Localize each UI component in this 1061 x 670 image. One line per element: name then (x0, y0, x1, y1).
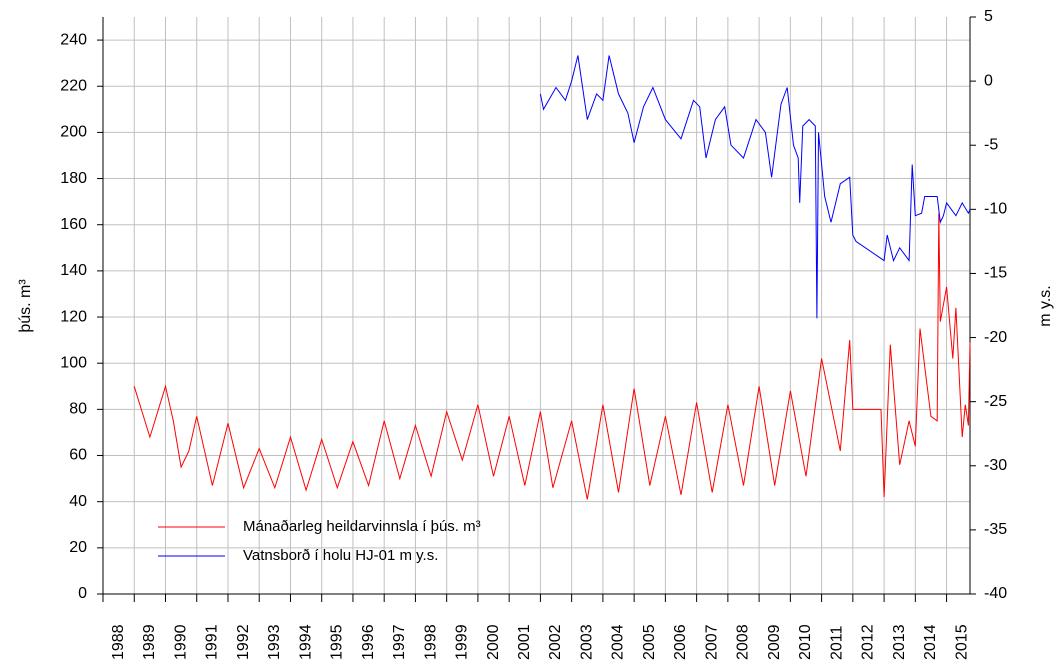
y-tick-label: 60 (69, 447, 87, 464)
x-tick-label: 1990 (172, 624, 189, 660)
x-tick-label: 2001 (516, 624, 533, 660)
x-tick-label: 1998 (422, 624, 439, 660)
x-tick-label: 2007 (703, 624, 720, 660)
x-tick-label: 2003 (578, 624, 595, 660)
y2-tick-label: 0 (984, 72, 993, 89)
y-tick-label: 220 (60, 77, 87, 94)
x-tick-label: 1994 (297, 624, 314, 660)
y-tick-label: 80 (69, 401, 87, 418)
x-tick-label: 2008 (735, 624, 752, 660)
y2-axis-label: m y.s. (1037, 285, 1054, 326)
y2-tick-label: -30 (984, 457, 1007, 474)
y2-tick-label: -35 (984, 521, 1007, 538)
x-tick-label: 2000 (485, 624, 502, 660)
legend-label: Mánaðarleg heildarvinnsla í þús. m³ (243, 518, 481, 535)
y-axis-label: þús. m³ (17, 279, 34, 333)
x-tick-label: 1993 (266, 624, 283, 660)
y2-tick-label: -10 (984, 201, 1007, 218)
x-tick-label: 2004 (610, 624, 627, 660)
x-tick-label: 2009 (766, 624, 783, 660)
x-tick-label: 2014 (922, 624, 939, 660)
x-tick-label: 2015 (953, 624, 970, 660)
x-tick-label: 2011 (828, 625, 845, 660)
x-tick-label: 2006 (672, 624, 689, 660)
x-tick-label: 1997 (391, 624, 408, 660)
y-tick-label: 0 (78, 585, 87, 602)
y2-tick-label: -40 (984, 585, 1007, 602)
data-line (539, 55, 971, 319)
y2-tick-label: -15 (984, 265, 1007, 282)
x-tick-label: 2012 (860, 624, 877, 660)
y-tick-label: 40 (69, 493, 87, 510)
y-tick-label: 120 (60, 308, 87, 325)
x-tick-label: 1991 (204, 624, 221, 660)
x-tick-label: 2002 (547, 624, 564, 660)
x-tick-label: 1996 (360, 624, 377, 660)
x-tick-label: 2013 (891, 624, 908, 660)
x-tick-label: 1992 (235, 624, 252, 660)
x-tick-label: 2010 (797, 624, 814, 660)
y2-tick-label: -5 (984, 136, 998, 153)
y2-tick-label: -25 (984, 393, 1007, 410)
y-tick-label: 160 (60, 216, 87, 233)
legend-label: Vatnsborð í holu HJ-01 m y.s. (243, 547, 438, 564)
x-tick-label: 1989 (141, 624, 158, 660)
y-tick-label: 200 (60, 124, 87, 141)
data-line (133, 213, 971, 500)
y-tick-label: 20 (69, 539, 87, 556)
x-tick-label: 1999 (454, 624, 471, 660)
y2-tick-label: -20 (984, 329, 1007, 346)
x-tick-label: 1988 (110, 624, 127, 660)
y-tick-label: 100 (60, 354, 87, 371)
y-tick-label: 180 (60, 170, 87, 187)
y-tick-label: 240 (60, 31, 87, 48)
y2-tick-label: 5 (984, 8, 993, 25)
y-tick-label: 140 (60, 262, 87, 279)
x-tick-label: 2005 (641, 624, 658, 660)
x-tick-label: 1995 (329, 624, 346, 660)
